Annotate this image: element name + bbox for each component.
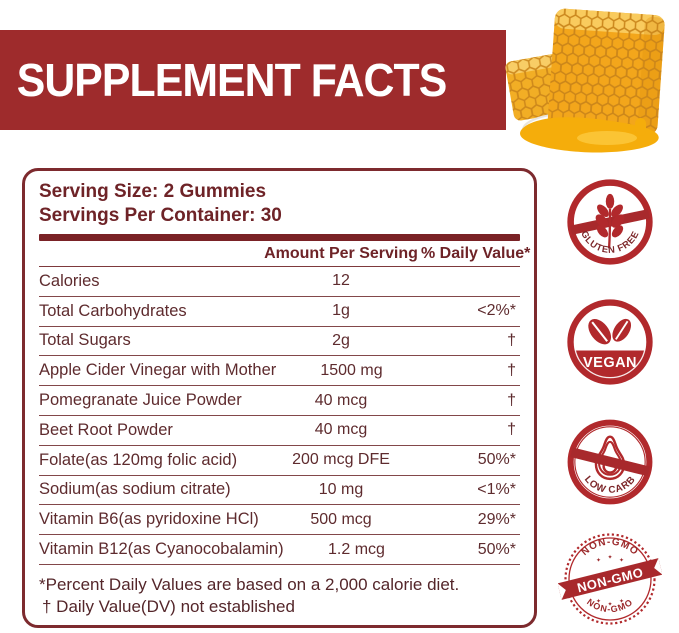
row-label: Total Sugars	[39, 331, 131, 350]
star-icon: ✦	[619, 598, 624, 605]
strike-line	[570, 445, 650, 479]
star-icon: ✦	[607, 554, 612, 561]
row-amount: 40 mcg	[314, 421, 368, 439]
non-gmo-badge: NON-GMO NON-GMO ✦ ✦ ✦ ✦ ✦ ✦ NON-GMO	[558, 533, 662, 625]
table-row: Vitamin B12(as Cyanocobalamin) 1.2 mcg 5…	[39, 535, 520, 565]
daily-value-header: % Daily Value*	[421, 244, 531, 262]
row-amount: 12	[332, 272, 350, 290]
vegan-badge: VEGAN	[567, 299, 653, 385]
row-label: Beet Root Powder	[39, 420, 173, 439]
row-dv: 50%*	[477, 451, 516, 469]
wheat-icon	[595, 193, 625, 249]
row-label: Apple Cider Vinegar with Mother	[39, 361, 277, 380]
table-row: Calories 12	[39, 267, 520, 297]
row-amount: 1g	[332, 302, 350, 320]
divider-bar	[39, 234, 520, 241]
servings-per-container: Servings Per Container: 30	[39, 205, 282, 226]
serving-size: Serving Size: 2 Gummies	[39, 181, 267, 202]
row-label: Vitamin B6(as pyridoxine HCl)	[39, 510, 259, 529]
row-amount: 200 mcg DFE	[292, 451, 390, 469]
header-banner: SUPPLEMENT FACTS	[0, 30, 506, 130]
table-row: Pomegranate Juice Powder 40 mcg †	[39, 386, 520, 416]
row-label: Calories	[39, 271, 100, 290]
badge-bottom-band	[571, 350, 649, 382]
row-amount: 1500 mg	[320, 361, 383, 379]
row-dv: †	[507, 421, 516, 439]
star-icons: ✦ ✦ ✦ ✦ ✦ ✦	[596, 554, 624, 608]
table-row: Total Carbohydrates 1g <2%*	[39, 297, 520, 327]
row-amount: 500 mcg	[310, 510, 372, 528]
row-label: Total Carbohydrates	[39, 301, 187, 320]
honey-puddle	[520, 117, 659, 153]
row-dv: †	[507, 361, 516, 379]
row-dv: 50%*	[477, 540, 516, 558]
footnotes: *Percent Daily Values are based on a 2,0…	[39, 574, 520, 618]
leaf-icon	[588, 318, 632, 345]
row-dv: †	[507, 391, 516, 409]
footnote-dagger: † Daily Value(DV) not established	[42, 596, 295, 616]
row-dv: †	[507, 331, 516, 349]
row-amount: 10 mg	[318, 480, 364, 498]
footnote-percent: *Percent Daily Values are based on a 2,0…	[39, 574, 460, 594]
low-carb-badge: LOW CARB	[567, 419, 653, 505]
row-amount: 1.2 mcg	[328, 540, 385, 558]
gluten-free-badge: GLUTEN FREE	[567, 179, 653, 265]
star-icon: ✦	[607, 601, 612, 608]
column-headers: Amount Per Serving % Daily Value*	[39, 241, 531, 267]
table-row: Total Sugars 2g †	[39, 327, 520, 357]
row-label: Folate(as 120mg folic acid)	[39, 450, 238, 469]
table-row: Beet Root Powder 40 mcg †	[39, 416, 520, 446]
row-dv: <2%*	[477, 302, 516, 320]
vegan-label: VEGAN	[583, 355, 637, 371]
table-row: Sodium(as sodium citrate) 10 mg <1%*	[39, 476, 520, 506]
row-amount: 2g	[332, 331, 350, 349]
table-row: Folate(as 120mg folic acid) 200 mcg DFE …	[39, 446, 520, 476]
amount-header: Amount Per Serving	[264, 244, 418, 262]
row-amount: 40 mcg	[314, 391, 368, 409]
row-label: Pomegranate Juice Powder	[39, 391, 242, 410]
table-row: Vitamin B6(as pyridoxine HCl) 500 mcg 29…	[39, 505, 520, 536]
row-dv: 29%*	[477, 510, 516, 528]
star-icon: ✦	[596, 557, 601, 564]
facts-panel: Serving Size: 2 Gummies Servings Per Con…	[22, 168, 537, 628]
front-honeycomb-block	[547, 8, 665, 135]
page-title: SUPPLEMENT FACTS	[16, 54, 448, 106]
row-label: Sodium(as sodium citrate)	[39, 480, 231, 499]
table-row: Apple Cider Vinegar with Mother 1500 mg …	[39, 356, 520, 387]
star-icon: ✦	[596, 598, 601, 605]
row-label: Vitamin B12(as Cyanocobalamin)	[39, 540, 284, 559]
row-dv: <1%*	[477, 480, 516, 498]
star-icon: ✦	[619, 557, 624, 564]
honeycomb-image	[505, 8, 665, 153]
